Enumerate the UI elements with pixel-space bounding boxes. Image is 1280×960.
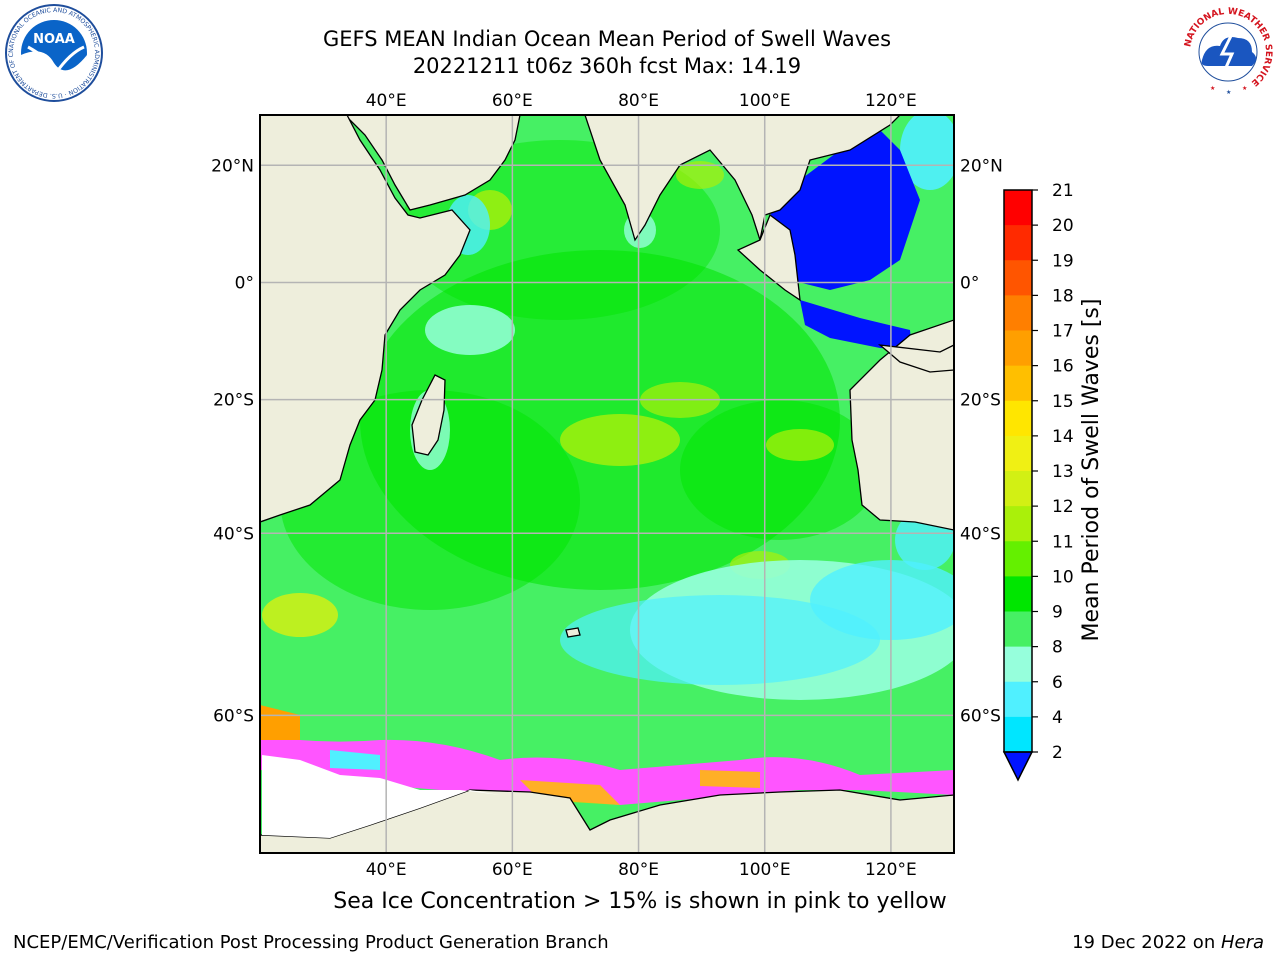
colorbar-swatch bbox=[1004, 260, 1032, 296]
colorbar-swatch bbox=[1004, 506, 1032, 542]
lat-tick-label-right: 20°S bbox=[960, 391, 1001, 411]
colorbar-tick-label: 17 bbox=[1052, 322, 1074, 342]
map-field bbox=[260, 115, 954, 853]
colorbar-tick-label: 21 bbox=[1052, 181, 1074, 201]
colorbar-swatch bbox=[1004, 400, 1032, 437]
sea-ice-region bbox=[260, 735, 954, 805]
lon-tick-label-top: 120°E bbox=[865, 91, 917, 111]
lon-tick-label-top: 40°E bbox=[366, 91, 407, 111]
svg-text:★: ★ bbox=[1226, 89, 1231, 96]
lon-tick-label-bottom: 40°E bbox=[366, 860, 407, 880]
lat-tick-label-right: 40°S bbox=[960, 524, 1001, 544]
colorbar-tick-label: 20 bbox=[1052, 216, 1074, 236]
lat-tick-label-left: 20°N bbox=[211, 156, 254, 176]
landmass bbox=[260, 115, 954, 853]
colorbar-swatch bbox=[1004, 541, 1032, 577]
colorbar-tick-label: 16 bbox=[1052, 357, 1074, 377]
lat-tick-label-left: 40°S bbox=[213, 524, 254, 544]
noaa-logo: NATIONAL OCEANIC AND ATMOSPHERIC ADMINIS… bbox=[4, 3, 103, 102]
lon-tick-label-bottom: 120°E bbox=[865, 860, 917, 880]
colorbar-swatch bbox=[1004, 716, 1032, 753]
footer-date: 19 Dec 2022 on Hera bbox=[1072, 932, 1264, 953]
colorbar-swatch bbox=[1004, 225, 1032, 261]
colorbar-tick-label: 11 bbox=[1052, 532, 1074, 552]
lat-tick-label-right: 0° bbox=[960, 273, 979, 293]
colorbar-swatch bbox=[1004, 365, 1032, 402]
colorbar-tick-label: 4 bbox=[1052, 708, 1063, 728]
colorbar-tick-label: 18 bbox=[1052, 286, 1074, 306]
footer-date-text: 19 Dec 2022 on bbox=[1072, 932, 1221, 953]
colorbar-swatch bbox=[1004, 471, 1032, 507]
lon-tick-label-bottom: 60°E bbox=[492, 860, 533, 880]
colorbar-tick-label: 10 bbox=[1052, 567, 1074, 587]
map-subtitle: 20221211 t06z 360h fcst Max: 14.19 bbox=[412, 54, 802, 78]
colorbar-tick-label: 9 bbox=[1052, 603, 1063, 623]
colorbar-tick-label: 19 bbox=[1052, 251, 1074, 271]
lat-tick-label-left: 0° bbox=[235, 273, 254, 293]
footer-host: Hera bbox=[1220, 932, 1264, 953]
low-period-region bbox=[770, 130, 920, 290]
colorbar-swatch bbox=[1004, 681, 1032, 718]
colorbar-swatch bbox=[1004, 295, 1032, 331]
colorbar-tick-label: 15 bbox=[1052, 392, 1074, 412]
noaa-logo-text: NOAA bbox=[33, 32, 75, 47]
lon-tick-label-top: 100°E bbox=[739, 91, 791, 111]
colorbar-extend-min bbox=[1002, 751, 1034, 782]
colorbar-label: Mean Period of Swell Waves [s] bbox=[1079, 299, 1104, 642]
lat-tick-label-left: 20°S bbox=[213, 391, 254, 411]
colorbar-tick-label: 8 bbox=[1052, 638, 1063, 658]
colorbar-swatch bbox=[1004, 646, 1032, 683]
axis-tick-labels: 40°E 40°E 60°E 60°E 80°E 80°E 100°E 100°E 120°E 1… bbox=[211, 91, 1003, 880]
colorbar-swatch bbox=[1004, 611, 1032, 648]
svg-text:★: ★ bbox=[1210, 85, 1215, 92]
colorbar-swatch bbox=[1004, 190, 1032, 226]
footer-credit: NCEP/EMC/Verification Post Processing Pr… bbox=[13, 932, 609, 953]
colorbar-swatch bbox=[1004, 330, 1032, 367]
svg-text:★: ★ bbox=[1242, 85, 1247, 92]
lon-tick-label-top: 60°E bbox=[492, 91, 533, 111]
colorbar-tick-label: 14 bbox=[1052, 427, 1074, 447]
lat-tick-label-left: 60°S bbox=[213, 706, 254, 726]
colorbar-tick-label: 6 bbox=[1052, 673, 1063, 693]
lon-tick-label-top: 80°E bbox=[618, 91, 659, 111]
map-frame bbox=[259, 114, 955, 854]
colorbar-swatch bbox=[1004, 576, 1032, 612]
colorbar-swatch bbox=[1004, 435, 1032, 472]
lon-tick-label-bottom: 80°E bbox=[618, 860, 659, 880]
map-title: GEFS MEAN Indian Ocean Mean Period of Sw… bbox=[322, 27, 892, 51]
nws-logo: NATIONAL WEATHER SERVICE ★ ★ ★ bbox=[1182, 6, 1274, 98]
sea-ice-caption: Sea Ice Concentration > 15% is shown in … bbox=[333, 889, 947, 914]
lon-tick-label-bottom: 100°E bbox=[739, 860, 791, 880]
colorbar-tick-label: 2 bbox=[1052, 743, 1063, 763]
lat-tick-label-right: 60°S bbox=[960, 706, 1001, 726]
lat-tick-label-right: 20°N bbox=[960, 156, 1003, 176]
colorbar: 21 20 19 18 17 16 15 14 13 12 11 10 9 8 6 4 2 bbox=[1002, 181, 1074, 782]
graticule bbox=[260, 115, 954, 853]
colorbar-tick-label: 13 bbox=[1052, 462, 1074, 482]
colorbar-tick-label: 12 bbox=[1052, 497, 1074, 517]
